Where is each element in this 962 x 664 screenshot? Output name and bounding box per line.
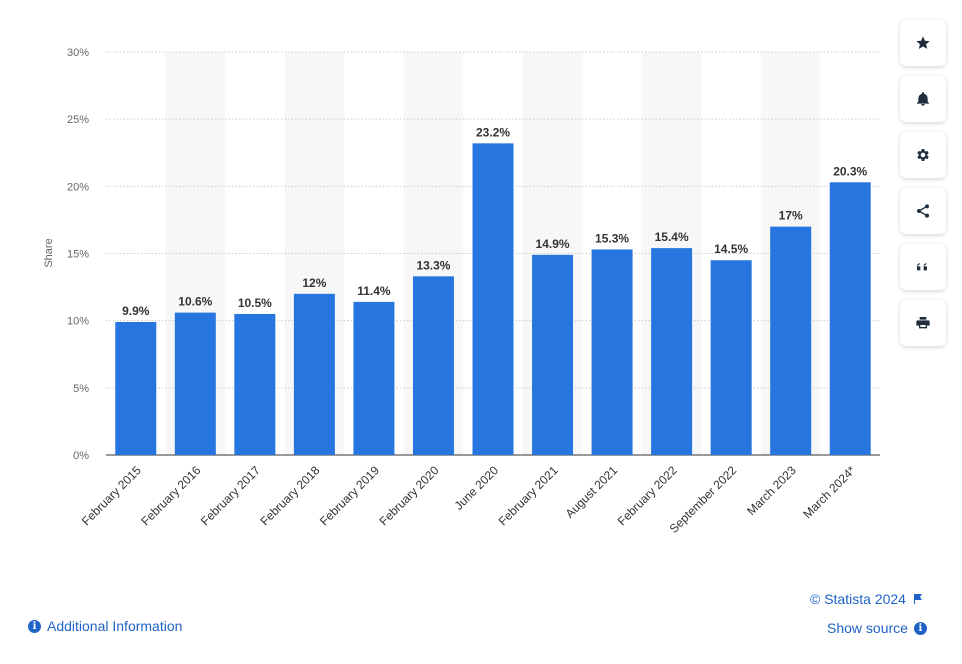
data-label: 10.5% (238, 296, 272, 310)
info-icon: i (913, 621, 927, 635)
data-label: 17% (779, 209, 803, 223)
bell-icon (917, 92, 929, 106)
bar[interactable] (710, 260, 752, 455)
bar[interactable] (651, 248, 693, 455)
bar[interactable] (532, 254, 574, 455)
y-tick-label: 0% (73, 450, 89, 462)
data-label: 14.5% (714, 242, 748, 256)
y-tick-label: 5% (73, 383, 89, 395)
cite-button[interactable] (900, 244, 946, 290)
data-label: 9.9% (122, 304, 150, 318)
bar[interactable] (234, 313, 276, 455)
additional-information-label: Additional Information (47, 618, 183, 634)
print-icon (916, 317, 930, 329)
bar[interactable] (591, 249, 633, 455)
bar[interactable] (412, 276, 454, 455)
bar[interactable] (293, 293, 335, 455)
x-tick-label: February 2017 (198, 463, 263, 528)
y-tick-label: 25% (67, 114, 89, 126)
x-tick-label: March 2024* (800, 463, 858, 521)
x-tick-label: February 2019 (317, 463, 382, 528)
gear-icon (917, 149, 929, 161)
print-button[interactable] (900, 300, 946, 346)
bar[interactable] (770, 226, 812, 455)
additional-information-link[interactable]: i Additional Information (28, 618, 182, 634)
x-tick-label: February 2018 (257, 463, 322, 528)
copyright-text: © Statista 2024 (810, 591, 906, 607)
share-button[interactable] (900, 188, 946, 234)
x-tick-label: August 2021 (563, 463, 621, 521)
x-tick-label: June 2020 (452, 463, 502, 513)
x-tick-label: February 2015 (79, 463, 144, 528)
bar[interactable] (115, 322, 157, 455)
y-tick-label: 30% (67, 47, 89, 59)
bar[interactable] (174, 312, 216, 455)
flag-icon (912, 593, 924, 605)
bar[interactable] (829, 182, 871, 455)
share-icon (917, 204, 929, 218)
star-icon (916, 36, 930, 49)
info-icon: i (28, 619, 41, 633)
x-tick-label: March 2023 (744, 463, 799, 518)
data-label: 15.4% (655, 230, 689, 244)
x-tick-label: February 2016 (138, 463, 203, 528)
x-tick-label: February 2021 (496, 463, 561, 528)
bar-chart: 0%5%10%15%20%25%30% February 2015Februar… (43, 47, 880, 536)
statista-copyright[interactable]: © Statista 2024 (810, 591, 924, 607)
notification-button[interactable] (900, 76, 946, 122)
data-label: 15.3% (595, 231, 629, 245)
data-label: 13.3% (416, 258, 450, 272)
settings-button[interactable] (900, 132, 946, 178)
favorite-button[interactable] (900, 20, 946, 66)
show-source-label: Show source (827, 620, 908, 636)
quote-icon (917, 263, 927, 271)
bar[interactable] (353, 301, 395, 455)
show-source-link[interactable]: Show source i (827, 620, 927, 636)
y-tick-label: 15% (67, 249, 89, 261)
data-label: 14.9% (536, 237, 570, 251)
data-label: 23.2% (476, 125, 510, 139)
data-label: 10.6% (178, 295, 212, 309)
data-label: 12% (302, 276, 326, 290)
data-label: 20.3% (833, 164, 867, 178)
bar[interactable] (472, 143, 514, 455)
y-tick-label: 20% (67, 181, 89, 193)
data-label: 11.4% (357, 284, 391, 298)
x-tick-label: February 2022 (615, 463, 680, 528)
x-tick-label: February 2020 (376, 463, 441, 528)
y-tick-label: 10% (67, 316, 89, 328)
y-axis-label: Share (43, 238, 55, 267)
